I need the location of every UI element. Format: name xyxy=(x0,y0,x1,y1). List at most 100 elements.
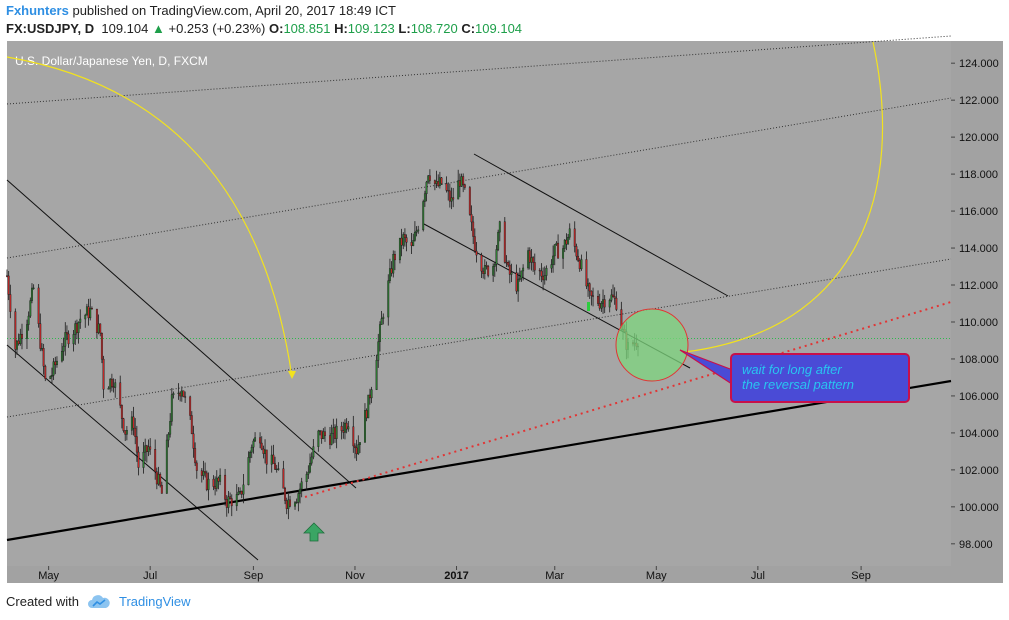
signal-marker xyxy=(587,302,590,311)
candle-body xyxy=(480,254,483,272)
candle-body xyxy=(417,229,420,232)
candle-body xyxy=(49,376,52,379)
candle-body xyxy=(425,181,428,195)
candle-body xyxy=(412,240,415,246)
candle-body xyxy=(122,418,125,431)
projection-curve-left xyxy=(6,56,293,378)
candle-body xyxy=(440,177,443,184)
candle-body xyxy=(212,478,215,487)
candle-body xyxy=(344,422,346,433)
parallel-channel-mid[interactable] xyxy=(6,97,952,259)
parallel-channel-low[interactable] xyxy=(6,258,952,418)
candle-body xyxy=(260,442,263,450)
support-trendline[interactable] xyxy=(6,379,952,542)
candle-body xyxy=(528,250,531,263)
candle-body xyxy=(608,300,611,308)
candle-body xyxy=(21,333,23,339)
candle-body xyxy=(498,221,501,233)
candle-body xyxy=(287,499,290,509)
y-tick-label: 98.000 xyxy=(959,539,993,551)
candle-body xyxy=(247,457,250,486)
annotation-box[interactable] xyxy=(730,353,910,403)
candle-body xyxy=(400,237,403,246)
candle-body xyxy=(157,473,160,485)
y-tick-label: 114.000 xyxy=(959,243,998,255)
candle-body xyxy=(217,477,220,482)
candle-body xyxy=(65,332,68,335)
candle-body xyxy=(95,308,98,333)
candle-body xyxy=(577,255,580,261)
candle-body xyxy=(462,176,465,185)
candle-body xyxy=(522,267,525,272)
down-channel-bottom[interactable] xyxy=(6,344,259,561)
candle-body xyxy=(9,294,12,312)
candle-body xyxy=(597,295,599,304)
candle-body xyxy=(390,268,393,274)
candle-body xyxy=(295,501,298,504)
candle-body xyxy=(299,488,301,494)
candle-body xyxy=(17,340,20,345)
time-axis[interactable] xyxy=(7,566,951,583)
candle-body xyxy=(468,187,471,215)
candle-body xyxy=(457,180,460,200)
candle-body xyxy=(41,348,43,350)
candle-body xyxy=(320,430,323,440)
tradingview-cloud-icon xyxy=(87,594,110,608)
candle-body xyxy=(555,242,558,245)
candle-body xyxy=(398,237,401,261)
candle-body xyxy=(75,323,78,333)
reversal-zone-circle[interactable] xyxy=(615,308,689,382)
price-axis[interactable] xyxy=(951,41,1003,583)
down-channel-top[interactable] xyxy=(6,179,357,489)
candle-body xyxy=(214,486,217,489)
projection-arrow-left xyxy=(288,371,296,379)
candle-body xyxy=(310,456,313,464)
candle-body xyxy=(309,462,311,473)
candle-body xyxy=(532,257,535,263)
candle-body xyxy=(44,366,47,379)
candle-body xyxy=(237,491,240,495)
candle-body xyxy=(16,340,18,350)
candle-body xyxy=(227,496,230,508)
candle-body xyxy=(540,270,543,277)
candle-body xyxy=(515,272,518,292)
candle-body xyxy=(482,270,485,274)
projection-curve-right xyxy=(684,41,884,353)
candle-body xyxy=(487,266,490,276)
candle-body xyxy=(62,345,65,352)
candle-body xyxy=(37,287,40,324)
candle-body xyxy=(97,323,100,333)
candle-body xyxy=(510,272,513,275)
candle-body xyxy=(405,237,408,243)
candle-body xyxy=(134,427,137,437)
candle-body xyxy=(312,446,315,458)
candle-body xyxy=(194,448,197,464)
candle-body xyxy=(370,389,373,399)
candle-body xyxy=(190,415,193,435)
candle-body xyxy=(433,180,436,184)
candle-body xyxy=(149,446,152,450)
candle-body xyxy=(84,314,87,320)
candle-body xyxy=(275,468,278,471)
flag-channel-top[interactable] xyxy=(473,153,729,297)
plot-area[interactable] xyxy=(7,41,951,566)
x-tick-label: 2017 xyxy=(444,570,468,582)
red-dotted-trendline[interactable] xyxy=(304,301,952,498)
price-chart[interactable]: 124.000 122.000 120.000 118.000 116.000 114.0… xyxy=(0,0,1009,585)
candle-body xyxy=(307,471,310,475)
candle-body xyxy=(615,297,618,310)
candle-body xyxy=(322,431,325,440)
publisher-name[interactable]: Fxhunters xyxy=(6,3,69,18)
candle-body xyxy=(538,269,541,272)
created-with-label: Created with xyxy=(6,594,79,609)
close-value: 109.104 xyxy=(475,21,523,36)
candle-body xyxy=(107,387,110,390)
candle-body xyxy=(393,253,396,261)
tradingview-link[interactable]: TradingView xyxy=(118,594,191,609)
candle-body xyxy=(473,236,476,252)
candle-body xyxy=(230,498,233,507)
candle-body xyxy=(329,435,331,445)
candle-body xyxy=(27,315,30,325)
candle-body xyxy=(357,444,360,455)
published-text: published on TradingView.com, April 20, … xyxy=(72,3,396,18)
